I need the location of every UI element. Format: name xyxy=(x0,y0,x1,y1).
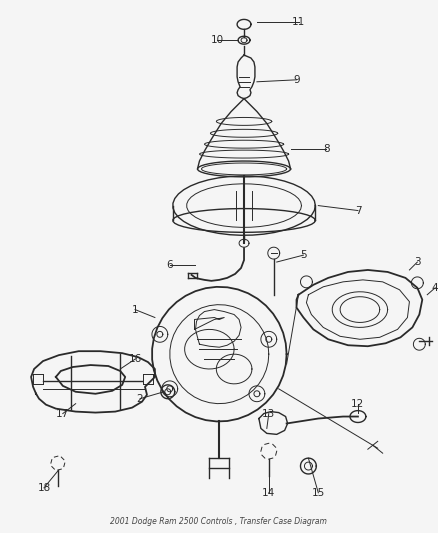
Text: 16: 16 xyxy=(128,354,141,364)
Text: 2: 2 xyxy=(136,394,143,403)
Text: 6: 6 xyxy=(166,260,173,270)
Text: 15: 15 xyxy=(311,488,324,498)
Text: 3: 3 xyxy=(413,257,420,267)
Text: 13: 13 xyxy=(261,409,275,418)
Text: 14: 14 xyxy=(261,488,275,498)
Text: 4: 4 xyxy=(431,283,438,293)
Text: 12: 12 xyxy=(350,399,364,409)
Text: 17: 17 xyxy=(56,409,69,418)
Text: 7: 7 xyxy=(354,206,360,215)
Text: 10: 10 xyxy=(210,35,223,45)
Text: 8: 8 xyxy=(322,144,329,154)
Text: 5: 5 xyxy=(300,250,306,260)
Text: 2001 Dodge Ram 2500 Controls , Transfer Case Diagram: 2001 Dodge Ram 2500 Controls , Transfer … xyxy=(110,517,326,526)
Text: 1: 1 xyxy=(131,304,138,314)
Text: 9: 9 xyxy=(293,75,299,85)
Text: 11: 11 xyxy=(291,18,304,27)
Text: 18: 18 xyxy=(37,483,50,493)
